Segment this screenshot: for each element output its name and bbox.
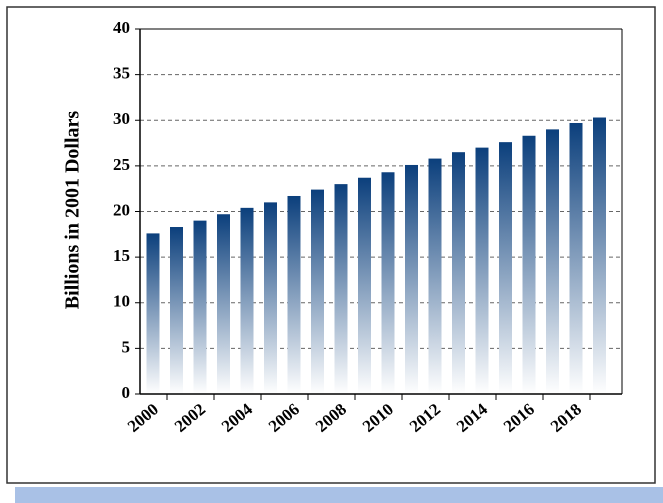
bar (428, 158, 442, 394)
bar (240, 207, 254, 394)
bar (593, 117, 606, 394)
bar (264, 202, 277, 394)
bar (499, 142, 512, 394)
y-tick-label: 5 (122, 337, 131, 356)
footer-strip (15, 487, 663, 503)
bar (381, 172, 395, 394)
bar (146, 233, 160, 394)
bar (522, 135, 536, 394)
y-tick-label: 40 (113, 18, 130, 37)
bar (217, 214, 230, 394)
bar (475, 147, 489, 394)
y-tick-label: 35 (113, 64, 130, 83)
bar (546, 129, 559, 394)
y-tick-label: 25 (113, 155, 130, 174)
y-tick-label: 15 (113, 246, 130, 265)
bar (405, 164, 418, 394)
bar (452, 152, 465, 394)
bar (358, 177, 371, 394)
bar (193, 220, 207, 394)
bar (311, 189, 324, 394)
bar (334, 184, 348, 394)
bar (170, 227, 183, 394)
y-tick-label: 30 (113, 109, 130, 128)
y-axis-label: Billions in 2001 Dollars (62, 111, 84, 310)
y-tick-label: 20 (113, 200, 130, 219)
bar (569, 122, 583, 395)
y-tick-label: 0 (122, 383, 131, 402)
y-tick-label: 10 (113, 292, 130, 311)
bar (287, 195, 301, 394)
